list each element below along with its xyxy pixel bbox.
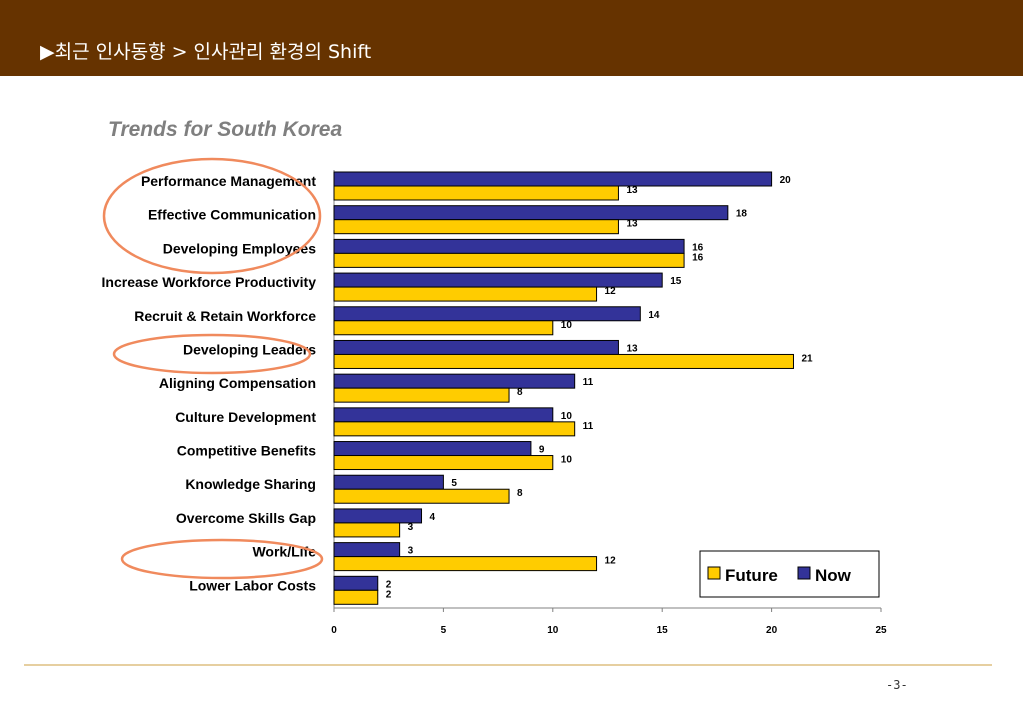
data-label-future: 2 [386,589,392,600]
bar-now [333,205,729,221]
data-label-future: 10 [561,320,573,331]
data-label-future: 16 [692,252,704,263]
category-label: Overcome Skills Gap [176,510,316,526]
legend-swatch-future [707,566,721,580]
bar-future [333,522,401,538]
bar-future [333,353,794,369]
bar-now [333,474,444,490]
bar-future [333,219,619,235]
data-label-future: 21 [801,353,813,364]
page-number: -3- [886,678,908,692]
bar-now [333,575,379,591]
category-label: Culture Development [175,409,316,425]
bar-future [333,488,510,504]
data-label-future: 8 [517,488,523,499]
data-label-now: 3 [408,546,414,557]
category-label: Lower Labor Costs [189,577,316,593]
data-label-now: 2 [386,579,392,590]
bar-now [333,339,619,355]
category-label: Work/Life [252,544,316,560]
category-label: Recruit & Retain Workforce [134,308,316,324]
category-label: Competitive Benefits [177,443,316,459]
category-label: Effective Communication [148,207,316,223]
data-label-future: 10 [561,455,573,466]
bar-future [333,589,379,605]
category-label: Aligning Compensation [159,375,316,391]
data-label-future: 8 [517,387,523,398]
data-label-now: 4 [430,512,436,523]
bar-future [333,252,685,268]
data-label-now: 14 [648,310,660,321]
bar-now [333,171,773,187]
legend-label-now: Now [815,566,852,585]
data-label-now: 15 [670,276,682,287]
data-label-future: 13 [626,219,638,230]
legend-box [699,550,880,598]
highlight-ellipse-worklife [120,538,324,580]
x-tick-label: 5 [441,625,447,636]
data-label-future: 12 [605,286,617,297]
bar-future [333,320,554,336]
data-label-now: 9 [539,445,545,456]
bar-now [333,542,401,558]
x-tick-label: 20 [766,625,778,636]
bar-future [333,455,554,471]
category-label: Developing Employees [163,240,316,256]
data-label-future: 13 [626,185,638,196]
bar-now [333,441,532,457]
data-label-now: 11 [583,377,594,388]
data-label-now: 5 [451,478,457,489]
page-title: ▶최근 인사동향 > 인사관리 환경의 Shift [40,41,372,63]
bar-future [333,556,598,572]
bar-now [333,407,554,423]
chart-title: Trends for South Korea [108,118,343,141]
legend-swatch-now [797,566,811,580]
data-label-now: 18 [736,209,748,220]
bar-future [333,387,510,403]
x-tick-label: 15 [657,625,669,636]
x-tick-label: 10 [547,625,559,636]
footer-divider [24,664,992,666]
bar-future [333,185,619,201]
highlight-ellipse-top [102,157,322,275]
data-label-future: 11 [583,421,594,432]
header-bar: ▶최근 인사동향 > 인사관리 환경의 Shift [0,0,1023,76]
bar-future [333,286,598,302]
category-label: Performance Management [141,173,316,189]
data-label-future: 12 [605,556,617,567]
category-label: Developing Leaders [183,341,316,357]
legend-label-future: Future [725,566,778,585]
data-label-now: 16 [692,242,704,253]
data-label-future: 3 [408,522,414,533]
data-label-now: 13 [626,343,638,354]
category-label: Knowledge Sharing [185,476,316,492]
bar-now [333,373,576,389]
data-label-now: 10 [561,411,573,422]
bar-now [333,306,641,322]
x-tick-label: 0 [331,625,337,636]
data-label-now: 20 [780,175,792,186]
x-tick-label: 25 [875,625,887,636]
bar-now [333,508,423,524]
bar-now [333,272,663,288]
category-label: Increase Workforce Productivity [102,274,317,290]
bar-now [333,238,685,254]
highlight-ellipse-leaders [112,333,312,375]
bar-future [333,421,576,437]
